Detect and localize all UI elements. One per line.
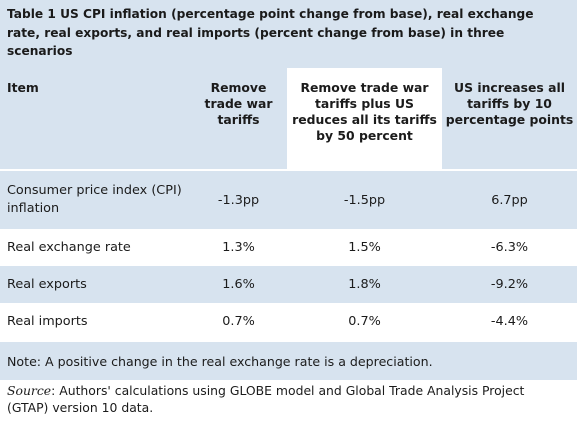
row-label: Real exchange rate xyxy=(0,229,190,266)
table-row: Consumer price index (CPI) inflation -1.… xyxy=(0,169,577,229)
cell-value: 1.3% xyxy=(190,229,287,266)
cell-value: -1.5pp xyxy=(287,169,442,229)
table-row: Real imports 0.7% 0.7% -4.4% xyxy=(0,303,577,341)
header-scenario-2: Remove trade war tariffs plus US reduces… xyxy=(287,68,442,170)
cell-value: 1.8% xyxy=(287,266,442,303)
row-label: Real imports xyxy=(0,303,190,341)
table-title: Table 1 US CPI inflation (percentage poi… xyxy=(7,7,534,58)
header-item: Item xyxy=(0,68,190,170)
row-label: Real exports xyxy=(0,266,190,303)
note-row: Note: A positive change in the real exch… xyxy=(0,340,577,380)
cell-value: -6.3% xyxy=(442,229,577,266)
cell-value: 6.7pp xyxy=(442,169,577,229)
cell-value: -9.2% xyxy=(442,266,577,303)
table-title-block: Table 1 US CPI inflation (percentage poi… xyxy=(0,0,577,68)
table-row: Real exports 1.6% 1.8% -9.2% xyxy=(0,266,577,303)
cell-value: 0.7% xyxy=(287,303,442,341)
cell-value: 1.6% xyxy=(190,266,287,303)
row-label: Consumer price index (CPI) inflation xyxy=(0,169,190,229)
table-row: Real exchange rate 1.3% 1.5% -6.3% xyxy=(0,229,577,266)
cpi-table: Item Remove trade war tariffs Remove tra… xyxy=(0,68,577,380)
table-note: Note: A positive change in the real exch… xyxy=(0,340,577,380)
cell-value: 0.7% xyxy=(190,303,287,341)
source-label: Source xyxy=(7,383,52,398)
header-row: Item Remove trade war tariffs Remove tra… xyxy=(0,68,577,170)
source-note: Source: Authors' calculations using GLOB… xyxy=(7,382,567,416)
cell-value: -1.3pp xyxy=(190,169,287,229)
header-scenario-1: Remove trade war tariffs xyxy=(190,68,287,170)
cell-value: 1.5% xyxy=(287,229,442,266)
cell-value: -4.4% xyxy=(442,303,577,341)
source-text: : Authors' calculations using GLOBE mode… xyxy=(7,383,525,415)
header-scenario-3: US increases all tariffs by 10 percentag… xyxy=(442,68,577,170)
